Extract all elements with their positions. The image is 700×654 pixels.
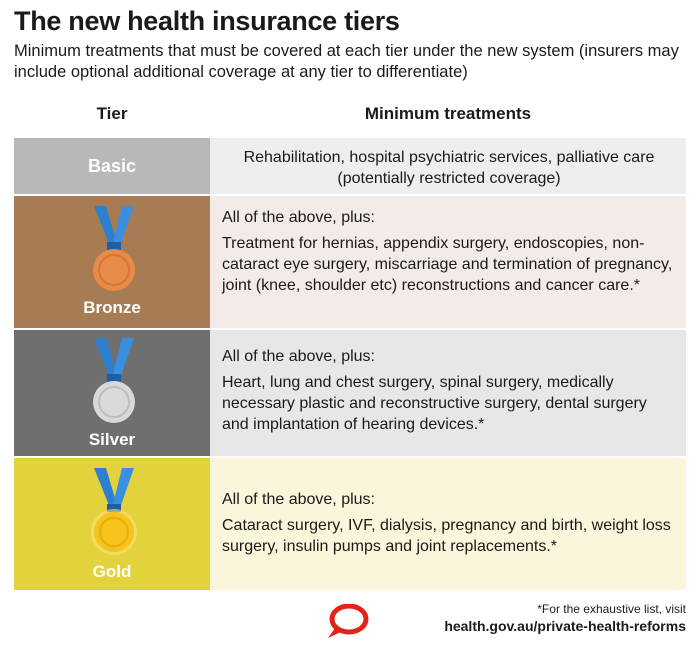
page-title: The new health insurance tiers [14, 6, 400, 36]
treatments-intro-silver: All of the above, plus: [222, 348, 375, 365]
column-header-tier: Tier [96, 104, 128, 123]
treatments-cell-basic: Rehabilitation, hospital psychiatric ser… [210, 138, 686, 194]
treatments-intro-bronze: All of the above, plus: [222, 209, 375, 226]
speech-bubble-logo-icon [328, 604, 369, 638]
tier-label-gold: Gold [92, 562, 132, 581]
silver-medal-icon [93, 338, 135, 423]
tier-row-gold: Gold All of the above, plus: Cataract su… [14, 458, 686, 590]
treatments-cell-gold: All of the above, plus: Cataract surgery… [210, 458, 686, 590]
gold-medal-icon [91, 468, 137, 555]
tier-label-basic: Basic [87, 156, 137, 176]
tier-cell-silver: Silver [14, 330, 210, 456]
tier-cell-basic: Basic [14, 138, 210, 194]
treatments-bronze: Treatment for hernias, appendix surgery,… [222, 235, 673, 294]
bronze-medal-icon [93, 206, 135, 291]
treatments-basic: Rehabilitation, hospital psychiatric ser… [243, 149, 655, 187]
treatments-cell-bronze: All of the above, plus: Treatment for he… [210, 196, 686, 328]
tier-cell-gold: Gold [14, 458, 210, 590]
tier-row-basic: Basic Rehabilitation, hospital psychiatr… [14, 138, 686, 194]
tier-row-silver: Silver All of the above, plus: Heart, lu… [14, 330, 686, 456]
treatments-cell-silver: All of the above, plus: Heart, lung and … [210, 330, 686, 456]
reforms-link[interactable]: health.gov.au/private-health-reforms [444, 618, 686, 634]
treatments-silver: Heart, lung and chest surgery, spinal su… [222, 374, 647, 433]
tier-label-silver: Silver [88, 430, 136, 449]
treatments-gold: Cataract surgery, IVF, dialysis, pregnan… [222, 517, 671, 555]
tier-cell-bronze: Bronze [14, 196, 210, 328]
footnote: *For the exhaustive list, visit [537, 602, 686, 616]
tier-row-bronze: Bronze All of the above, plus: Treatment… [14, 196, 686, 328]
treatments-intro-gold: All of the above, plus: [222, 491, 375, 508]
tier-label-bronze: Bronze [83, 298, 141, 317]
page-subtitle: Minimum treatments that must be covered … [14, 42, 679, 81]
column-header-treatments: Minimum treatments [364, 104, 532, 123]
